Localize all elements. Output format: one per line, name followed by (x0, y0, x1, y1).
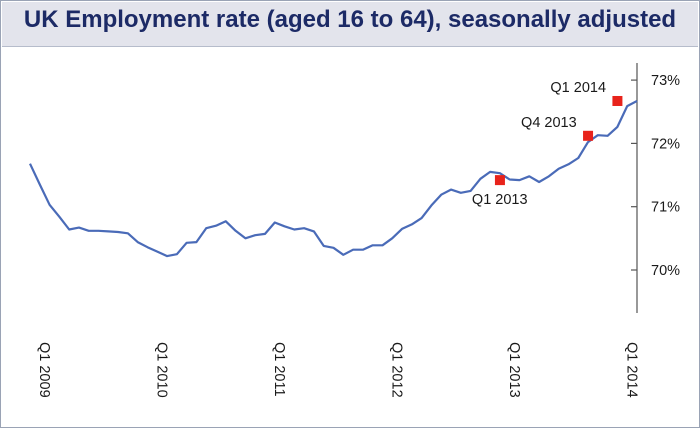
data-marker (494, 175, 505, 186)
x-tick-label: Q1 2009 (36, 342, 52, 398)
line-layer (29, 100, 638, 258)
x-tick-label: Q1 2013 (506, 342, 522, 398)
x-tick-label: Q1 2011 (271, 342, 287, 397)
data-marker (612, 95, 623, 106)
title-bar: UK Employment rate (aged 16 to 64), seas… (2, 2, 698, 47)
x-tick-label: Q1 2010 (153, 342, 169, 398)
axis-layer: 70% 71% 72% 73% Q1 2009 Q1 2010 Q1 2011 Q1 2012… (36, 63, 680, 398)
data-marker (583, 130, 594, 141)
y-tick-label: 73% (651, 73, 680, 89)
marker-label: Q4 2013 (521, 115, 577, 131)
chart-title: UK Employment rate (aged 16 to 64), seas… (23, 6, 677, 33)
series-line (29, 100, 638, 258)
marker-layer: Q1 2013 Q4 2013 Q1 2014 (472, 80, 623, 208)
marker-label: Q1 2014 (550, 80, 606, 96)
marker-label: Q1 2013 (472, 192, 528, 208)
y-tick-label: 72% (651, 136, 680, 152)
y-tick-label: 70% (651, 263, 680, 279)
x-tick-label: Q1 2012 (388, 342, 404, 398)
x-tick-label: Q1 2014 (623, 342, 639, 398)
y-tick-label: 71% (651, 200, 680, 216)
